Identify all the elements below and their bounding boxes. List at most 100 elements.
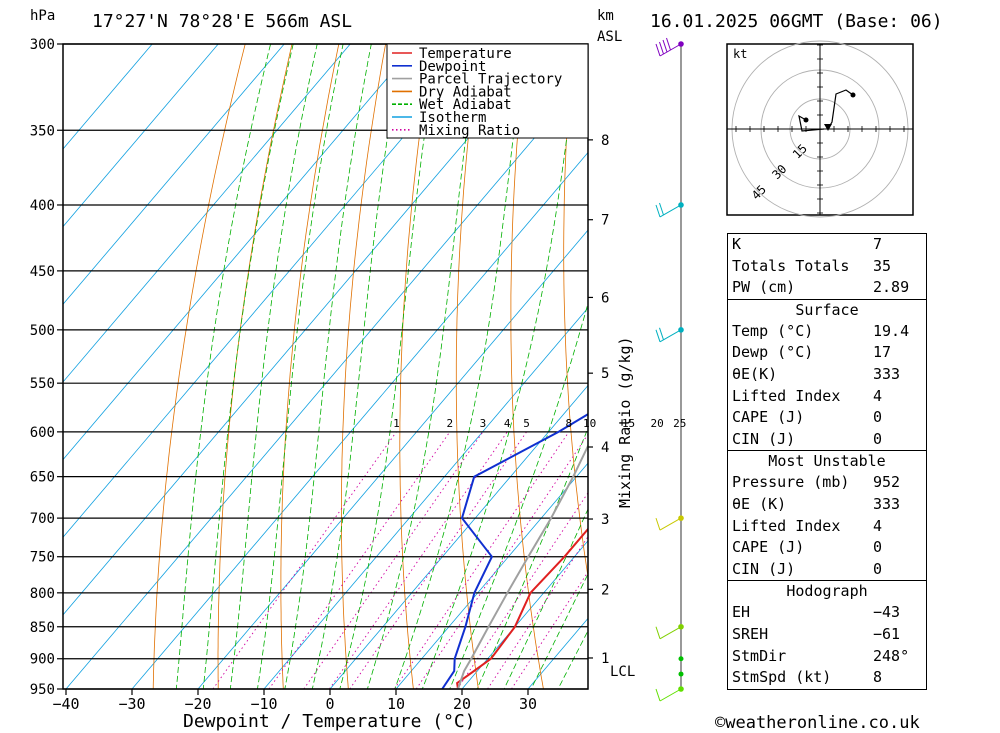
datetime-title: 16.01.2025 06GMT (Base: 06) xyxy=(650,11,943,32)
legend-label: Isotherm xyxy=(419,110,486,126)
index-row: CAPE (J) 0 xyxy=(728,537,926,559)
x-axis-label: Dewpoint / Temperature (°C) xyxy=(183,711,476,732)
index-label: K xyxy=(732,235,742,253)
wind-level-dot xyxy=(678,671,684,677)
dry-adiabat-line xyxy=(943,5,1000,717)
mixing-ratio-line xyxy=(456,491,588,689)
mixing-ratio-label: 4 xyxy=(504,417,511,430)
wet-adiabat-line xyxy=(202,44,294,689)
isotherm-line xyxy=(329,384,588,689)
index-value: 0 xyxy=(873,559,883,578)
pressure-tick-label: 400 xyxy=(30,198,55,214)
index-row: SREH −61 xyxy=(728,624,926,646)
hodograph-trace xyxy=(798,114,825,132)
indices-section-title: Surface xyxy=(795,300,859,319)
pressure-tick-label: 550 xyxy=(30,376,55,392)
km-tick-label: 7 xyxy=(601,213,609,229)
index-row: PW (cm) 2.89 xyxy=(728,277,926,299)
index-row: θE (K) 333 xyxy=(728,494,926,516)
mixing-ratio-line xyxy=(268,431,451,689)
mixing-ratio-line xyxy=(511,571,588,689)
mixing-ratio-label: 2 xyxy=(447,417,454,430)
km-tick-label: 6 xyxy=(601,290,609,306)
wind-barb-flag xyxy=(655,204,661,218)
index-value: 35 xyxy=(873,256,892,275)
legend-label: Dewpoint xyxy=(419,59,486,75)
index-value: 248° xyxy=(873,646,910,665)
index-row: CIN (J) 0 xyxy=(728,429,926,451)
index-value: 4 xyxy=(873,386,883,405)
pressure-tick-label: 500 xyxy=(30,323,55,339)
legend-label: Mixing Ratio xyxy=(419,123,520,139)
wet-adiabat-line xyxy=(449,301,588,689)
index-label: PW (cm) xyxy=(732,278,796,297)
dry-adiabat-line xyxy=(280,44,340,689)
wind-barb xyxy=(659,517,682,531)
temperature-tick-label: −30 xyxy=(118,695,145,713)
km-tick-label: 1 xyxy=(601,651,609,667)
index-label: Pressure (mb) xyxy=(732,473,850,492)
index-row: Pressure (mb) 952 xyxy=(728,472,926,494)
index-row: Dewp (°C) 17 xyxy=(728,342,926,364)
wind-barb-flag xyxy=(659,202,664,216)
legend-label: Temperature xyxy=(419,46,512,62)
mixing-ratio-labels: 1 2 3 4 5 8 10 15 20 25 xyxy=(393,417,686,430)
isotherm-line xyxy=(131,151,588,689)
pressure-tick-label: 900 xyxy=(30,652,55,668)
km-tick-label: 2 xyxy=(601,582,609,598)
index-label: Lifted Index xyxy=(732,386,841,405)
index-row: θE(K) 333 xyxy=(728,364,926,386)
temperature-tick-label: −20 xyxy=(184,695,211,713)
index-label: CIN (J) xyxy=(732,429,796,448)
index-row: Lifted Index 4 xyxy=(728,386,926,408)
pressure-tick-label: 300 xyxy=(30,37,55,53)
plot-frame xyxy=(62,43,589,690)
wind-barb-flag xyxy=(659,327,664,340)
index-value: 7 xyxy=(873,235,883,253)
mixing-ratio-label: 15 xyxy=(622,417,635,430)
mixing-ratio-label: 8 xyxy=(566,417,573,430)
index-value: 0 xyxy=(873,429,883,448)
lcl-label: LCL xyxy=(610,664,635,680)
index-row: StmDir 248° xyxy=(728,646,926,668)
indices-panel: K 7 Totals Totals 35 PW (cm) 2.89 Surface Temp … xyxy=(727,233,927,690)
isotherm-line xyxy=(63,44,285,305)
credit-text: ©weatheronline.co.uk xyxy=(715,713,920,733)
mixing-ratio-line xyxy=(415,433,588,689)
km-label: km xyxy=(597,8,614,24)
pressure-tick-label: 750 xyxy=(30,550,55,566)
pressure-unit-label: hPa xyxy=(30,8,55,24)
km-tick-label: 8 xyxy=(601,133,609,149)
isotherm-line xyxy=(461,540,588,689)
wind-level-dot xyxy=(678,656,684,662)
wind-profile xyxy=(655,37,684,702)
km-tick-label: 3 xyxy=(601,512,609,528)
hodograph-point xyxy=(803,117,809,123)
wind-barb-flag xyxy=(666,37,671,51)
pressure-tick-label: 600 xyxy=(30,425,55,441)
asl-label: ASL xyxy=(597,29,622,45)
index-row: Lifted Index 4 xyxy=(728,516,926,538)
isotherm-line xyxy=(63,44,219,228)
hodograph-unit-label: kt xyxy=(733,47,747,61)
mixing-ratio-line xyxy=(349,431,527,689)
wet-adiabat-line xyxy=(339,44,439,689)
temperature-tick-label: −40 xyxy=(52,695,79,713)
mixing-ratio-line xyxy=(487,535,588,689)
mixing-ratio-line xyxy=(212,431,397,689)
mixing-ratio-label: 20 xyxy=(650,417,663,430)
wind-barb-flag xyxy=(655,688,661,702)
mixing-ratio-label: 10 xyxy=(583,417,596,430)
index-value: −43 xyxy=(873,603,901,622)
pressure-tick-label: 700 xyxy=(30,511,55,527)
index-label: Totals Totals xyxy=(732,256,850,275)
legend-label: Dry Adiabat xyxy=(419,84,512,100)
index-label: Dewp (°C) xyxy=(732,343,814,362)
wind-barb xyxy=(659,329,682,343)
wet-adiabat-line xyxy=(284,44,372,689)
index-row: Temp (°C) 19.4 xyxy=(728,321,926,343)
storm-motion-marker xyxy=(824,124,832,131)
index-value: 8 xyxy=(873,668,883,687)
